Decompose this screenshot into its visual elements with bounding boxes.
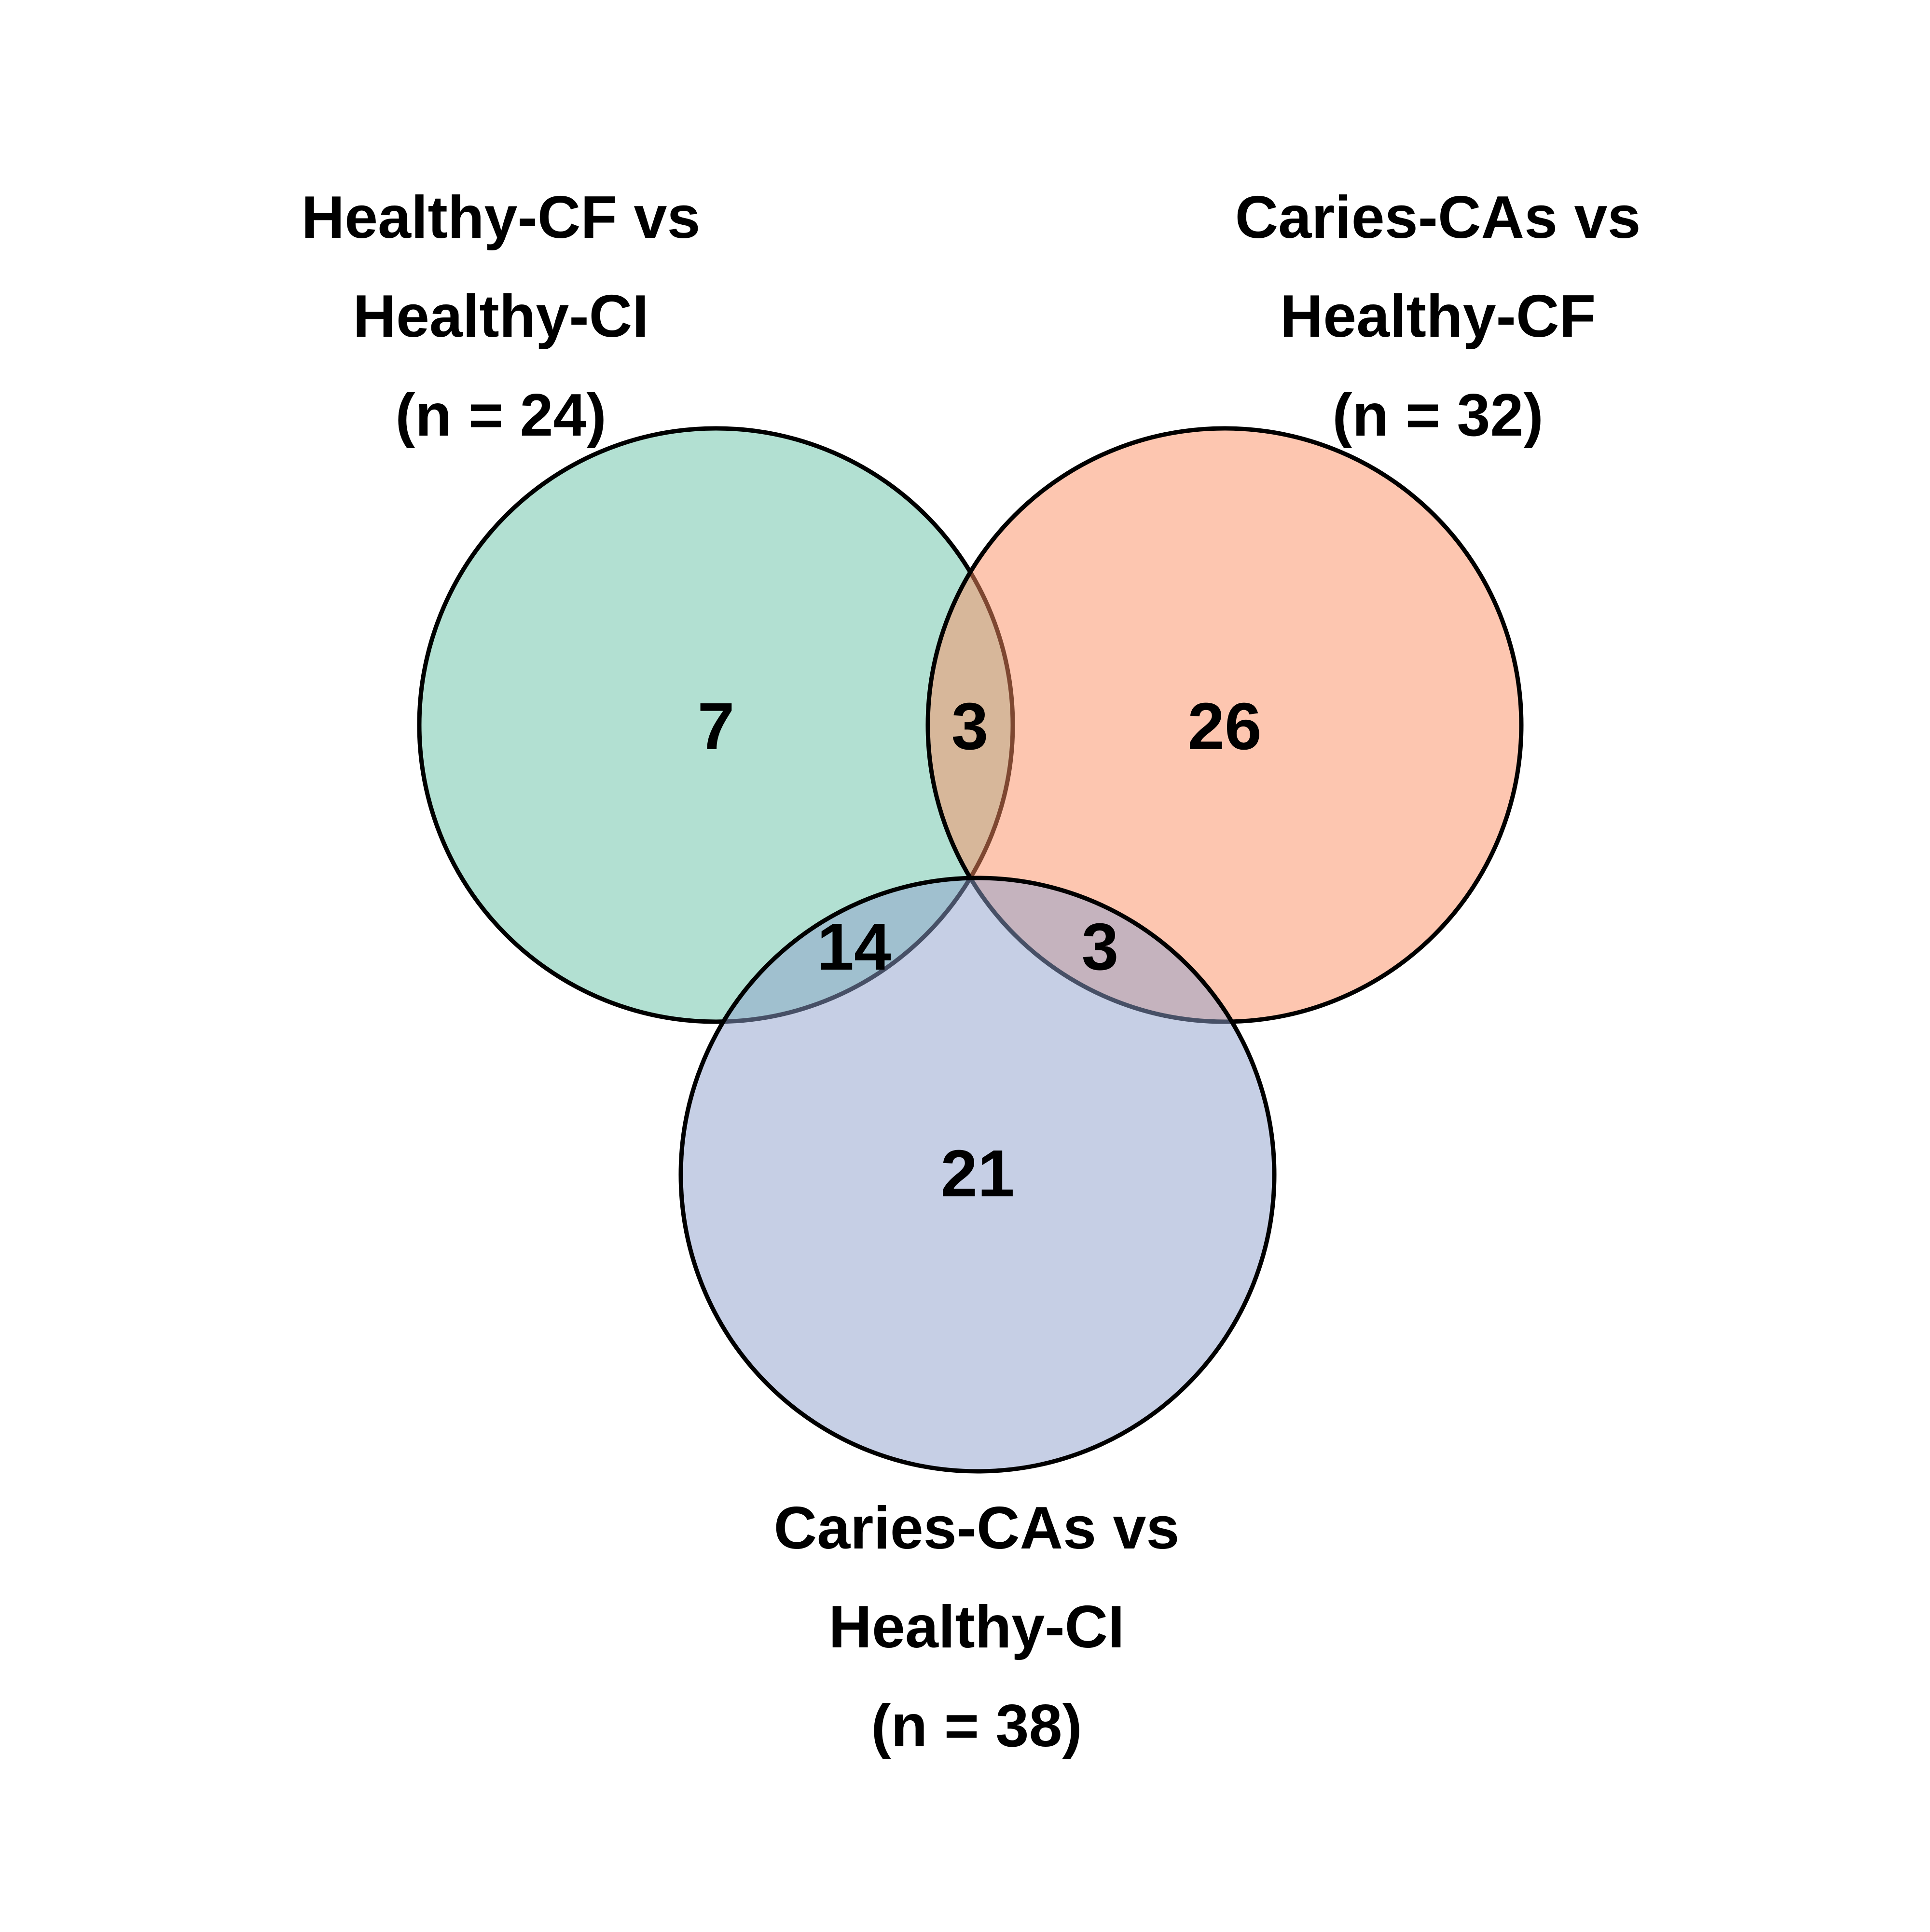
set-a-label: Healthy-CF vs Healthy-CI (n = 24) [302, 184, 701, 449]
set-b-label: Caries-CAs vs Healthy-CF (n = 32) [1235, 184, 1641, 449]
set-b-label-line-3: (n = 32) [1332, 382, 1544, 449]
set-a-label-line-1: Healthy-CF vs [302, 184, 701, 251]
region-a-b-count: 3 [951, 689, 989, 764]
set-b-label-line-2: Healthy-CF [1280, 283, 1596, 350]
set-c-label-line-2: Healthy-CI [828, 1594, 1124, 1660]
region-only-a-count: 7 [698, 689, 735, 764]
set-c-label-line-1: Caries-CAs vs [774, 1495, 1180, 1562]
region-only-c-count: 21 [940, 1137, 1015, 1211]
set-a-label-line-2: Healthy-CI [353, 283, 648, 350]
region-b-c-count: 3 [1082, 910, 1119, 984]
set-c-label: Caries-CAs vs Healthy-CI (n = 38) [774, 1495, 1180, 1759]
region-only-b-count: 26 [1187, 689, 1262, 764]
region-a-c-count: 14 [817, 910, 891, 984]
region-counts: 7 3 26 14 3 21 [698, 689, 1262, 1211]
circle-group [417, 426, 1524, 1474]
set-b-label-line-1: Caries-CAs vs [1235, 184, 1641, 251]
set-a-label-line-3: (n = 24) [395, 382, 607, 449]
set-c-label-line-3: (n = 38) [871, 1693, 1082, 1759]
set-c-circle [678, 876, 1277, 1474]
